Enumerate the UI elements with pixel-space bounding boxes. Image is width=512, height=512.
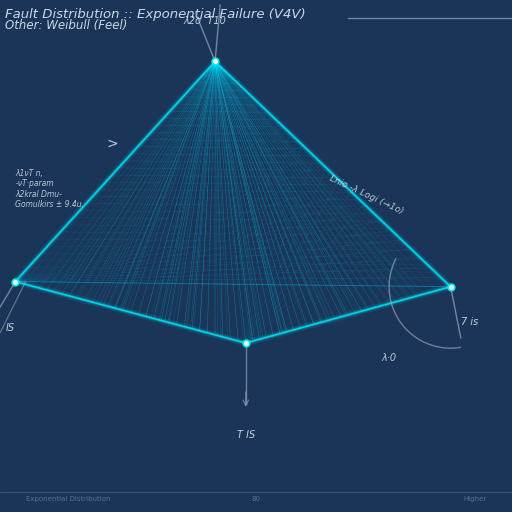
Text: 7 is: 7 is bbox=[461, 317, 478, 328]
Text: λ·0: λ·0 bbox=[381, 353, 397, 364]
Text: IS: IS bbox=[6, 323, 15, 333]
Text: Other: Weibull (Feel): Other: Weibull (Feel) bbox=[5, 19, 127, 32]
Text: λ2σ  T10: λ2σ T10 bbox=[183, 15, 226, 26]
Text: T IS: T IS bbox=[237, 430, 255, 440]
Text: >: > bbox=[107, 136, 118, 151]
Text: Lnio -λ Logi (→1o): Lnio -λ Logi (→1o) bbox=[328, 174, 404, 216]
Text: Fault Distribution :: Exponential Failure (V4V): Fault Distribution :: Exponential Failur… bbox=[5, 8, 306, 20]
Text: 80: 80 bbox=[251, 496, 261, 502]
Text: λ1νT n,
-νT·param
λ2kral Dmu-
Gomulkirs ± 9.4u.: λ1νT n, -νT·param λ2kral Dmu- Gomulkirs … bbox=[15, 169, 84, 209]
Text: Exponential Distribution: Exponential Distribution bbox=[26, 496, 110, 502]
Text: Higher: Higher bbox=[463, 496, 486, 502]
